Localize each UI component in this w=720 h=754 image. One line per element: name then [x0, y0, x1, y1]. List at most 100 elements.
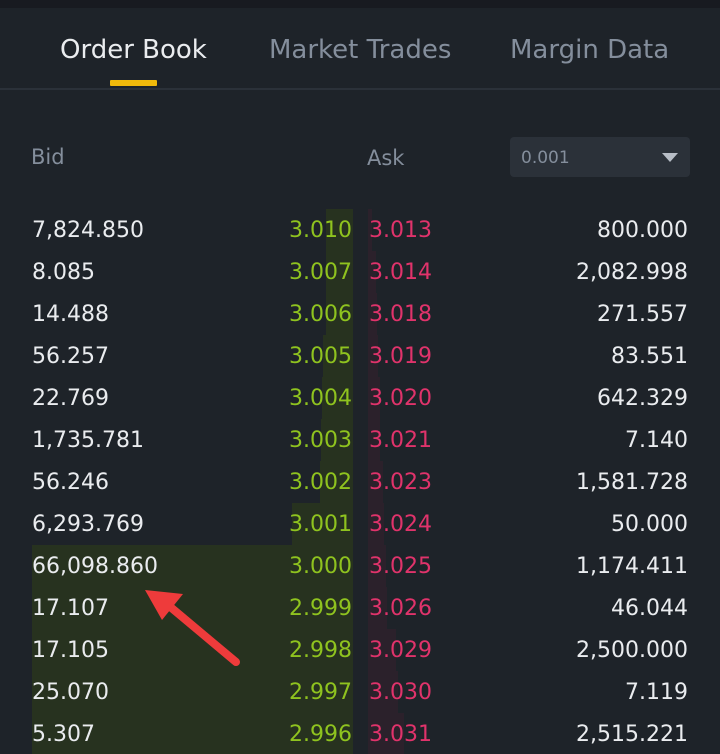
- ask-quantity: 271.557: [597, 302, 688, 327]
- ask-price: 3.019: [369, 344, 432, 369]
- bid-depth-bar: [32, 545, 353, 587]
- tab-bar: Order Book Market Trades Margin Data: [0, 8, 720, 90]
- ask-quantity: 7.140: [625, 428, 688, 453]
- ask-quantity: 2,082.998: [576, 260, 688, 285]
- bid-price: 3.003: [289, 428, 352, 453]
- ask-depth-bar: [368, 251, 376, 293]
- ask-price: 3.024: [369, 512, 432, 537]
- tab-margin-data[interactable]: Margin Data: [510, 35, 670, 65]
- ask-quantity: 7.119: [625, 680, 688, 705]
- ask-price: 3.014: [369, 260, 432, 285]
- ask-quantity: 50.000: [611, 512, 688, 537]
- active-tab-indicator: [110, 80, 157, 86]
- bid-depth-bar: [321, 419, 353, 461]
- bid-price: 2.996: [289, 722, 352, 747]
- ask-quantity: 642.329: [597, 386, 688, 411]
- ask-depth-bar: [368, 335, 378, 377]
- top-strip: [0, 0, 720, 8]
- order-row[interactable]: 6,293.769 3.001 3.024 50.000: [0, 503, 720, 545]
- bid-quantity: 8.085: [32, 260, 95, 285]
- ask-depth-bar: [368, 503, 384, 545]
- bid-quantity: 66,098.860: [32, 554, 158, 579]
- order-row[interactable]: 7,824.850 3.010 3.013 800.000: [0, 209, 720, 251]
- ask-depth-bar: [368, 587, 387, 629]
- ask-column-header: Ask: [367, 146, 405, 170]
- order-row[interactable]: 17.107 2.999 3.026 46.044: [0, 587, 720, 629]
- order-row[interactable]: 22.769 3.004 3.020 642.329: [0, 377, 720, 419]
- bid-quantity: 5.307: [32, 722, 95, 747]
- ask-price: 3.023: [369, 470, 432, 495]
- order-row[interactable]: 66,098.860 3.000 3.025 1,174.411: [0, 545, 720, 587]
- bid-quantity: 17.107: [32, 596, 109, 621]
- order-row[interactable]: 17.105 2.998 3.029 2,500.000: [0, 629, 720, 671]
- ask-quantity: 1,174.411: [576, 554, 688, 579]
- ask-depth-bar: [368, 209, 372, 251]
- ask-depth-bar: [368, 629, 396, 671]
- caret-down-icon: [662, 153, 678, 162]
- ask-price: 3.020: [369, 386, 432, 411]
- bid-quantity: 56.257: [32, 344, 109, 369]
- order-row[interactable]: 14.488 3.006 3.018 271.557: [0, 293, 720, 335]
- bid-price: 3.001: [289, 512, 352, 537]
- bid-quantity: 56.246: [32, 470, 109, 495]
- bid-price: 3.005: [289, 344, 352, 369]
- bid-quantity: 17.105: [32, 638, 109, 663]
- order-row[interactable]: 5.307 2.996 3.031 2,515.221: [0, 713, 720, 754]
- ask-price: 3.018: [369, 302, 432, 327]
- bid-depth-bar: [32, 671, 353, 713]
- bid-depth-bar: [323, 335, 353, 377]
- bid-depth-bar: [326, 251, 353, 293]
- bid-quantity: 22.769: [32, 386, 109, 411]
- order-row[interactable]: 1,735.781 3.003 3.021 7.140: [0, 419, 720, 461]
- bid-depth-bar: [326, 209, 353, 251]
- ask-price: 3.030: [369, 680, 432, 705]
- ask-quantity: 2,500.000: [576, 638, 688, 663]
- bid-price: 2.999: [289, 596, 352, 621]
- ask-price: 3.031: [369, 722, 432, 747]
- order-book: 7,824.850 3.010 3.013 800.000 8.085 3.00…: [0, 209, 720, 754]
- tab-order-book[interactable]: Order Book: [60, 35, 207, 65]
- order-row[interactable]: 25.070 2.997 3.030 7.119: [0, 671, 720, 713]
- ask-quantity: 1,581.728: [576, 470, 688, 495]
- precision-value: 0.001: [521, 148, 570, 168]
- bid-price: 2.998: [289, 638, 352, 663]
- bid-quantity: 14.488: [32, 302, 109, 327]
- bid-quantity: 6,293.769: [32, 512, 144, 537]
- bid-depth-bar: [326, 293, 353, 335]
- bid-price: 3.000: [289, 554, 352, 579]
- bid-price: 3.010: [289, 218, 352, 243]
- ask-quantity: 83.551: [611, 344, 688, 369]
- ask-depth-bar: [368, 545, 386, 587]
- order-row[interactable]: 56.246 3.002 3.023 1,581.728: [0, 461, 720, 503]
- bid-quantity: 7,824.850: [32, 218, 144, 243]
- tab-market-trades[interactable]: Market Trades: [269, 35, 452, 65]
- bid-price: 2.997: [289, 680, 352, 705]
- bid-quantity: 25.070: [32, 680, 109, 705]
- ask-depth-bar: [368, 377, 380, 419]
- ask-depth-bar: [368, 671, 398, 713]
- precision-select[interactable]: 0.001: [510, 137, 690, 177]
- bid-price: 3.004: [289, 386, 352, 411]
- ask-depth-bar: [368, 713, 404, 754]
- ask-price: 3.025: [369, 554, 432, 579]
- bid-depth-bar: [322, 377, 353, 419]
- bid-quantity: 1,735.781: [32, 428, 144, 453]
- bid-depth-bar: [320, 461, 353, 503]
- ask-price: 3.029: [369, 638, 432, 663]
- ask-price: 3.026: [369, 596, 432, 621]
- ask-quantity: 2,515.221: [576, 722, 688, 747]
- bid-price: 3.002: [289, 470, 352, 495]
- ask-price: 3.013: [369, 218, 432, 243]
- bid-price: 3.006: [289, 302, 352, 327]
- ask-quantity: 46.044: [611, 596, 688, 621]
- bid-depth-bar: [292, 503, 353, 545]
- ask-quantity: 800.000: [597, 218, 688, 243]
- ask-depth-bar: [368, 419, 380, 461]
- bid-price: 3.007: [289, 260, 352, 285]
- order-row[interactable]: 56.257 3.005 3.019 83.551: [0, 335, 720, 377]
- ask-price: 3.021: [369, 428, 432, 453]
- bid-column-header: Bid: [31, 145, 65, 169]
- order-row[interactable]: 8.085 3.007 3.014 2,082.998: [0, 251, 720, 293]
- ask-depth-bar: [368, 293, 377, 335]
- bid-depth-bar: [32, 713, 353, 754]
